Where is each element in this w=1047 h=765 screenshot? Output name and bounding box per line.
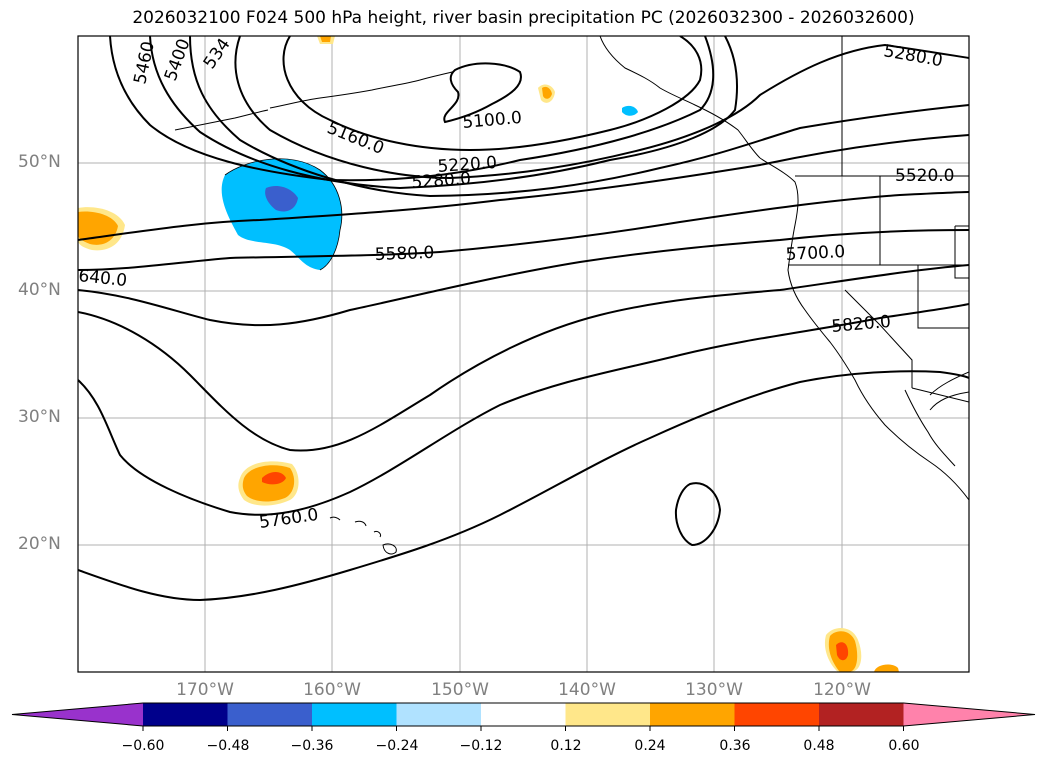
colorbar-extend-high — [903, 703, 1035, 726]
colorbar-tick-label: 0.12 — [550, 738, 582, 754]
lon-label: 130°W — [685, 680, 743, 700]
colorbar-tick-label: 0.24 — [634, 738, 666, 754]
contour-label: 5100.0 — [462, 108, 523, 133]
lon-label: 160°W — [303, 680, 361, 700]
lat-label: 30°N — [18, 407, 61, 427]
map-frame — [77, 35, 970, 673]
colorbar-swatch — [565, 703, 651, 726]
colorbar-tick-label: 0.48 — [803, 738, 835, 754]
lat-label: 40°N — [18, 280, 61, 300]
contour-label: 5700.0 — [785, 242, 845, 265]
contour-label: 5280.0 — [411, 169, 472, 193]
contour-label: 5400 — [161, 36, 195, 83]
colorbar-tick-label: 0.60 — [888, 738, 920, 754]
height-contours — [78, 36, 969, 602]
lon-label: 170°W — [176, 680, 234, 700]
colorbar-swatch — [227, 703, 313, 726]
lat-label: 20°N — [18, 534, 61, 554]
colorbar-swatch — [396, 703, 482, 726]
colorbar-swatch — [650, 703, 735, 726]
colorbar-tick-label: −0.24 — [375, 738, 419, 754]
contour-label: 5520.0 — [895, 166, 954, 186]
contour-label: 640.0 — [77, 266, 127, 291]
coastlines — [174, 36, 969, 555]
colorbar-tick-label: −0.36 — [290, 738, 334, 754]
graticule — [78, 36, 969, 672]
precip-shading — [78, 36, 899, 672]
map-title: 2026032100 F024 500 hPa height, river ba… — [132, 8, 915, 28]
lat-label: 50°N — [18, 152, 61, 172]
colorbar-swatch — [734, 703, 820, 726]
contour-label: 5280.0 — [882, 41, 944, 71]
colorbar-extend-low — [12, 703, 143, 726]
colorbar-swatch — [312, 703, 397, 726]
colorbar-tick-label: −0.48 — [206, 738, 250, 754]
map-plot-area: 5460 5400 534 5160.0 5100.0 5220.0 5280.… — [77, 36, 969, 672]
colorbar-swatch — [819, 703, 904, 726]
lon-label: 150°W — [431, 680, 489, 700]
lon-label: 120°W — [813, 680, 871, 700]
contour-label: 5220.0 — [437, 153, 498, 177]
contour-label: 5160.0 — [324, 118, 387, 159]
contour-label: 5820.0 — [831, 312, 892, 337]
colorbar-tick-label: −0.60 — [121, 738, 165, 754]
colorbar — [11, 702, 1036, 731]
contour-label: 5460 — [130, 40, 159, 86]
contour-label: 5580.0 — [374, 243, 434, 265]
contour-label: 5760.0 — [258, 505, 320, 533]
colorbar-tick-label: 0.36 — [719, 738, 751, 754]
colorbar-swatch — [481, 703, 566, 726]
colorbar-tick-label: −0.12 — [459, 738, 503, 754]
lon-label: 140°W — [558, 680, 616, 700]
colorbar-swatch — [143, 703, 228, 726]
